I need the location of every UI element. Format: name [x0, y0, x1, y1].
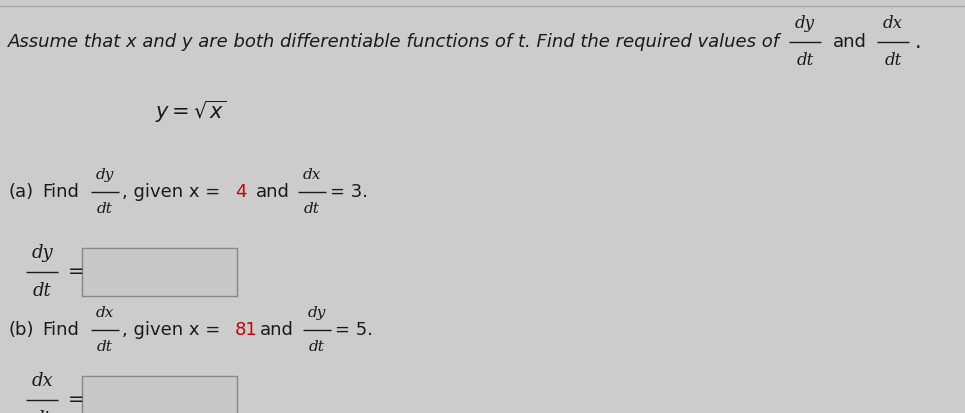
Text: dt: dt: [884, 52, 901, 69]
Text: dy: dy: [795, 15, 815, 32]
Text: and: and: [256, 183, 290, 201]
Text: = 5.: = 5.: [335, 321, 373, 339]
Text: dt: dt: [97, 340, 113, 354]
Text: dx: dx: [31, 372, 53, 390]
Text: dt: dt: [97, 202, 113, 216]
Text: and: and: [260, 321, 294, 339]
Text: Find: Find: [42, 321, 79, 339]
Text: Find: Find: [42, 183, 79, 201]
Text: =: =: [68, 391, 85, 410]
Text: = 3.: = 3.: [330, 183, 368, 201]
Text: (b): (b): [8, 321, 34, 339]
Text: , given x =: , given x =: [122, 321, 220, 339]
Text: dx: dx: [96, 306, 114, 320]
Text: dt: dt: [309, 340, 325, 354]
Text: dt: dt: [796, 52, 813, 69]
Text: $y = \sqrt{x}$: $y = \sqrt{x}$: [155, 99, 227, 125]
Text: and: and: [833, 33, 867, 51]
FancyBboxPatch shape: [82, 376, 237, 413]
Text: (a): (a): [8, 183, 33, 201]
Text: dt: dt: [33, 410, 51, 413]
Text: dy: dy: [31, 244, 53, 262]
Text: =: =: [68, 263, 85, 282]
Text: 4: 4: [235, 183, 246, 201]
Text: dy: dy: [308, 306, 326, 320]
Text: Assume that x and y are both differentiable functions of t. Find the required va: Assume that x and y are both differentia…: [8, 33, 780, 51]
Text: dx: dx: [303, 168, 321, 182]
Text: dt: dt: [33, 282, 51, 300]
Text: .: .: [915, 32, 922, 52]
Text: , given x =: , given x =: [122, 183, 220, 201]
Text: dy: dy: [96, 168, 114, 182]
Text: 81: 81: [235, 321, 258, 339]
Text: dt: dt: [304, 202, 320, 216]
Text: dx: dx: [883, 15, 903, 32]
FancyBboxPatch shape: [82, 248, 237, 296]
